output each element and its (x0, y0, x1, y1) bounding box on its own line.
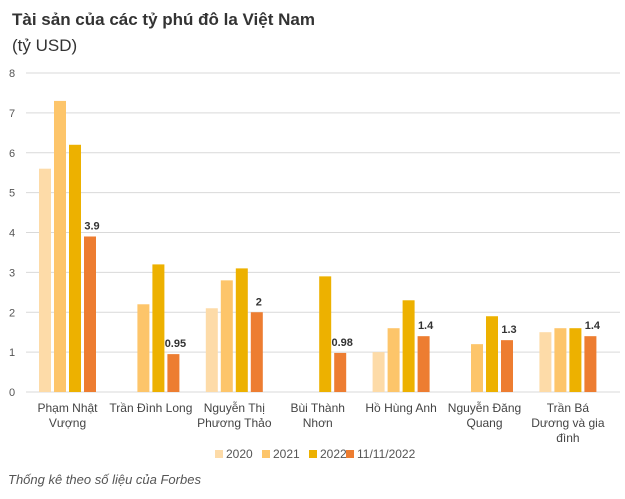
y-tick-label: 2 (9, 307, 15, 319)
legend-swatch (262, 450, 270, 458)
data-label: 0.95 (165, 338, 186, 350)
legend-label: 2022 (320, 447, 347, 461)
bar-11/11/2022 (250, 312, 263, 392)
bar-2021 (471, 344, 483, 392)
category-label: Hồ Hùng Anh (365, 401, 436, 415)
bar-11/11/2022 (501, 340, 513, 392)
bar-2021 (554, 328, 567, 392)
chart-title: Tài sản của các tỷ phú đô la Việt Nam (12, 10, 315, 29)
y-tick-label: 8 (9, 68, 15, 80)
category-label: Bùi Thành (290, 401, 345, 415)
y-tick-label: 5 (9, 188, 15, 200)
category-label: Phương Thảo (197, 416, 272, 430)
category-label: Nguyễn Đăng (448, 400, 521, 415)
legend-swatch (309, 450, 317, 458)
legend-label: 2020 (226, 447, 253, 461)
category-label: Trần Bá (547, 401, 590, 415)
category-label: Vượng (49, 416, 86, 430)
bar-11/11/2022 (584, 336, 597, 392)
y-tick-label: 1 (9, 347, 15, 359)
chart-subtitle: (tỷ USD) (12, 36, 78, 55)
data-label: 0.98 (331, 337, 352, 349)
legend-swatch (215, 450, 223, 458)
bar-2022 (69, 144, 81, 392)
legend-label: 11/11/2022 (357, 447, 416, 461)
data-label: 1.4 (418, 320, 434, 332)
data-label: 1.3 (501, 324, 516, 336)
bar-2020 (372, 352, 385, 392)
bar-2020 (539, 332, 552, 392)
bar-11/11/2022 (417, 336, 430, 392)
bar-2022 (569, 328, 582, 392)
category-label: Trần Đình Long (109, 401, 192, 415)
bar-2021 (220, 280, 233, 392)
data-label: 1.4 (585, 320, 601, 332)
category-label: đình (556, 431, 579, 445)
bar-2022 (486, 316, 498, 392)
category-label: Dương và gia (531, 416, 605, 430)
category-label: Nguyễn Thị (204, 400, 265, 415)
y-tick-label: 6 (9, 148, 15, 160)
bar-2022 (319, 276, 332, 392)
legend-swatch (346, 450, 354, 458)
data-label: 2 (256, 296, 262, 308)
category-label: Nhơn (303, 416, 333, 430)
category-label: Phạm Nhật (37, 401, 98, 415)
y-tick-label: 0 (9, 387, 15, 399)
bar-2021 (54, 100, 66, 392)
bar-2022 (235, 268, 248, 392)
bar-2022 (152, 264, 165, 392)
data-label: 3.9 (84, 220, 99, 232)
legend-label: 2021 (273, 447, 300, 461)
bar-2020 (39, 168, 51, 392)
y-tick-label: 3 (9, 267, 15, 279)
bar-11/11/2022 (167, 354, 180, 392)
source-note: Thống kê theo số liệu của Forbes (8, 472, 201, 487)
category-label: Quang (466, 416, 502, 430)
bar-11/11/2022 (84, 236, 96, 392)
y-tick-label: 7 (9, 108, 15, 120)
bar-2022 (402, 300, 415, 392)
y-tick-label: 4 (9, 228, 15, 240)
bar-2021 (137, 304, 150, 392)
bar-2020 (205, 308, 218, 392)
bar-11/11/2022 (334, 352, 347, 392)
bar-2021 (387, 328, 400, 392)
